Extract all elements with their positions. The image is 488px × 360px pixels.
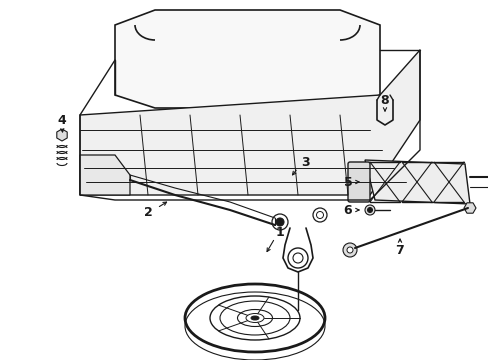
Circle shape [364, 205, 374, 215]
Circle shape [275, 218, 284, 226]
Circle shape [271, 214, 287, 230]
Ellipse shape [250, 316, 259, 320]
Ellipse shape [245, 314, 264, 323]
Text: 4: 4 [58, 113, 66, 126]
Ellipse shape [184, 284, 325, 352]
Text: 6: 6 [343, 203, 351, 216]
Circle shape [287, 248, 307, 268]
Text: 5: 5 [343, 176, 352, 189]
Circle shape [312, 208, 326, 222]
Polygon shape [115, 10, 379, 108]
Text: 1: 1 [275, 225, 284, 239]
Circle shape [346, 247, 352, 253]
Polygon shape [57, 129, 67, 141]
Ellipse shape [220, 301, 289, 335]
Ellipse shape [237, 310, 272, 327]
Polygon shape [364, 160, 469, 204]
Text: 2: 2 [143, 206, 152, 219]
Text: 7: 7 [395, 243, 404, 257]
Text: 8: 8 [380, 94, 388, 107]
Text: 3: 3 [300, 156, 309, 168]
Circle shape [292, 253, 303, 263]
Ellipse shape [209, 296, 299, 340]
Polygon shape [80, 155, 130, 195]
Polygon shape [463, 203, 475, 213]
FancyBboxPatch shape [347, 162, 369, 202]
Circle shape [367, 207, 372, 212]
Circle shape [342, 243, 356, 257]
Polygon shape [80, 50, 419, 195]
Circle shape [316, 212, 323, 219]
